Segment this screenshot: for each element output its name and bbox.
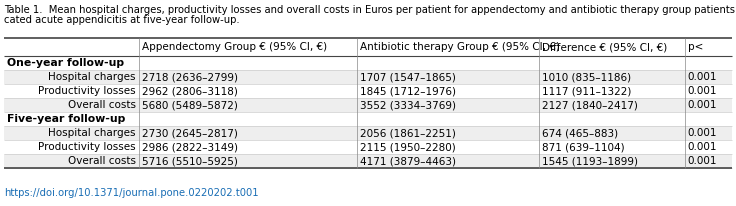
Text: 3552 (3334–3769): 3552 (3334–3769): [360, 100, 456, 110]
Text: 2986 (2822–3149): 2986 (2822–3149): [141, 142, 238, 152]
Text: 1707 (1547–1865): 1707 (1547–1865): [360, 72, 456, 82]
Bar: [4, 112, 732, 126]
Text: Hospital charges: Hospital charges: [48, 128, 135, 138]
Text: 0.001: 0.001: [687, 72, 717, 82]
Text: https://doi.org/10.1371/journal.pone.0220202.t001: https://doi.org/10.1371/journal.pone.022…: [4, 188, 258, 198]
Bar: [4, 56, 732, 70]
Text: 1117 (911–1322): 1117 (911–1322): [542, 86, 631, 96]
Bar: [4, 70, 732, 84]
Text: 2056 (1861–2251): 2056 (1861–2251): [360, 128, 456, 138]
Text: One-year follow-up: One-year follow-up: [7, 58, 124, 68]
Bar: [4, 140, 732, 154]
Text: Table 1.  Mean hospital charges, productivity losses and overall costs in Euros : Table 1. Mean hospital charges, producti…: [4, 5, 736, 15]
Text: 2730 (2645–2817): 2730 (2645–2817): [141, 128, 238, 138]
Bar: [4, 126, 732, 140]
Text: 871 (639–1104): 871 (639–1104): [542, 142, 625, 152]
Bar: [4, 98, 732, 112]
Text: Productivity losses: Productivity losses: [38, 142, 135, 152]
Bar: [4, 84, 732, 98]
Text: 0.001: 0.001: [687, 142, 717, 152]
Text: 0.001: 0.001: [687, 128, 717, 138]
Text: 674 (465–883): 674 (465–883): [542, 128, 618, 138]
Text: Antibiotic therapy Group € (95% CI, €): Antibiotic therapy Group € (95% CI, €): [360, 42, 560, 52]
Bar: [4, 154, 732, 168]
Text: cated acute appendicitis at five-year follow-up.: cated acute appendicitis at five-year fo…: [4, 14, 240, 25]
Text: 2127 (1840–2417): 2127 (1840–2417): [542, 100, 638, 110]
Text: 2718 (2636–2799): 2718 (2636–2799): [141, 72, 238, 82]
Text: Productivity losses: Productivity losses: [38, 86, 135, 96]
Text: 2962 (2806–3118): 2962 (2806–3118): [141, 86, 238, 96]
Text: 2115 (1950–2280): 2115 (1950–2280): [360, 142, 456, 152]
Text: 4171 (3879–4463): 4171 (3879–4463): [360, 156, 456, 166]
Text: p<: p<: [687, 42, 703, 52]
Text: 5680 (5489–5872): 5680 (5489–5872): [141, 100, 238, 110]
Text: Hospital charges: Hospital charges: [48, 72, 135, 82]
Text: Difference € (95% CI, €): Difference € (95% CI, €): [542, 42, 668, 52]
Text: Appendectomy Group € (95% CI, €): Appendectomy Group € (95% CI, €): [141, 42, 327, 52]
Text: 0.001: 0.001: [687, 156, 717, 166]
Text: 1545 (1193–1899): 1545 (1193–1899): [542, 156, 638, 166]
Text: 1010 (835–1186): 1010 (835–1186): [542, 72, 631, 82]
Text: Five-year follow-up: Five-year follow-up: [7, 114, 125, 124]
Text: 1845 (1712–1976): 1845 (1712–1976): [360, 86, 456, 96]
Text: Overall costs: Overall costs: [68, 100, 135, 110]
Text: 5716 (5510–5925): 5716 (5510–5925): [141, 156, 238, 166]
Bar: [4, 38, 732, 56]
Text: 0.001: 0.001: [687, 86, 717, 96]
Text: 0.001: 0.001: [687, 100, 717, 110]
Text: Overall costs: Overall costs: [68, 156, 135, 166]
